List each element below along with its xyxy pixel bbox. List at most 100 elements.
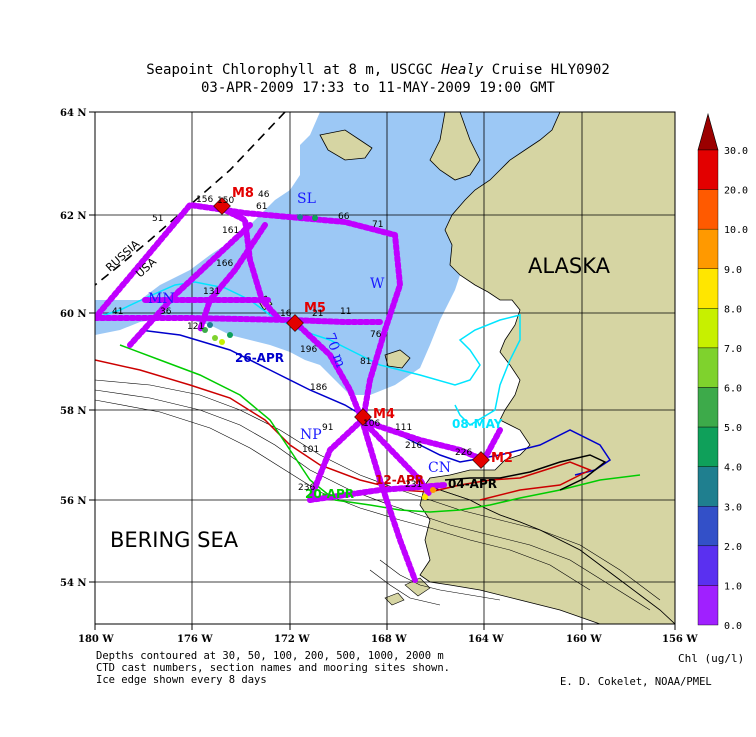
colorbar-tick-label: 3.0 xyxy=(724,502,742,513)
ice-date-label: 20-APR xyxy=(305,487,354,501)
international-boundary xyxy=(95,112,286,286)
lat-label: 62 N xyxy=(60,211,87,222)
lon-label: 156 W xyxy=(662,634,698,645)
sea-ice-inner-white xyxy=(295,112,320,150)
colorbar-label: Chl (ug/l) xyxy=(678,652,744,665)
cast-number: 121 xyxy=(187,322,204,332)
colorbar-swatch xyxy=(697,426,719,467)
st-lawrence-island xyxy=(319,129,373,161)
lon-label: 168 W xyxy=(371,634,407,645)
colorbar-swatch xyxy=(697,506,719,547)
lon-label: 180 W xyxy=(78,634,114,645)
ice-date-label: 12-APR xyxy=(375,473,424,487)
region-label-alaska: ALASKA xyxy=(528,254,611,278)
colorbar-tick-label: 8.0 xyxy=(724,304,742,315)
footer-credit: E. D. Cokelet, NOAA/PMEL xyxy=(560,676,712,688)
mooring-m2-marker xyxy=(472,451,490,469)
cast-number: 91 xyxy=(322,423,333,433)
cast-number: 11 xyxy=(340,307,351,317)
chart-title-line1: Seapoint Chlorophyll at 8 m, USCGC Healy… xyxy=(0,62,756,78)
lon-label: 164 W xyxy=(468,634,504,645)
mooring-m4-marker xyxy=(354,408,372,426)
colorbar-tick-label: 0.0 xyxy=(724,621,742,632)
cast-number: 51 xyxy=(152,214,163,224)
cast-number: 106 xyxy=(363,419,380,429)
cast-number: 111 xyxy=(395,423,412,433)
cast-number: 186 xyxy=(310,383,327,393)
colorbar-swatch xyxy=(697,149,719,190)
cast-number: 231 xyxy=(405,480,422,490)
cast-number: 41 xyxy=(112,307,123,317)
axis-labels: 180 W 176 W 172 W 168 W 164 W 160 W 156 … xyxy=(60,108,698,645)
cast-number: 166 xyxy=(216,259,233,269)
footer-note-2: CTD cast numbers, section names and moor… xyxy=(96,662,451,674)
cast-number: 226 xyxy=(455,448,472,458)
mooring-label: M2 xyxy=(491,451,513,466)
ice-date-label: 04-APR xyxy=(448,477,497,491)
cast-number: 61 xyxy=(256,202,267,212)
mooring-labels: M8 M5 M4 M2 xyxy=(232,186,513,466)
colorbar-swatch xyxy=(697,387,719,428)
cast-number: 150 xyxy=(217,196,234,206)
colorbar-tick-label: 10.0 xyxy=(724,225,748,236)
colorbar-swatch xyxy=(697,268,719,309)
cast-number: 216 xyxy=(405,441,422,451)
axis-ticks xyxy=(89,111,676,630)
cast-number: 161 xyxy=(222,226,239,236)
colorbar-tick-label: 4.0 xyxy=(724,463,742,474)
cast-number: 236 xyxy=(298,483,315,493)
lon-label: 172 W xyxy=(274,634,310,645)
colorbar-swatch xyxy=(697,545,719,586)
mooring-m5-marker xyxy=(286,314,304,332)
cast-number: 196 xyxy=(300,345,317,355)
colorbar-tick-label: 5.0 xyxy=(724,423,742,434)
cast-number: 101 xyxy=(302,445,319,455)
section-label: W xyxy=(370,276,385,292)
ice-date-labels: 26-APR 04-APR 08-MAY 12-APR 20-APR xyxy=(235,351,503,501)
mooring-markers xyxy=(213,197,490,469)
cast-number: 21 xyxy=(312,309,323,319)
section-label: MN xyxy=(148,291,175,307)
colorbar-swatch xyxy=(697,347,719,388)
map-frame xyxy=(94,111,676,625)
ice-date-label: 26-APR xyxy=(235,351,284,365)
footer-note-3: Ice edge shown every 8 days xyxy=(96,674,267,686)
chlorophyll-high-points xyxy=(202,214,436,500)
section-label: NP xyxy=(300,427,322,443)
colorbar-swatch xyxy=(697,466,719,507)
footer-note-1: Depths contoured at 30, 50, 100, 200, 50… xyxy=(96,650,444,662)
cast-number: 71 xyxy=(372,220,383,230)
title-ship-name: Healy xyxy=(441,62,484,78)
chart-title-line2: 03-APR-2009 17:33 to 11-MAY-2009 19:00 G… xyxy=(200,80,555,96)
section-label: CN xyxy=(428,460,451,476)
seward-peninsula xyxy=(429,112,481,181)
colorbar-swatch xyxy=(697,585,719,626)
cast-numbers: 156 150 46 51 61 66 71 161 166 131 121 1… xyxy=(112,190,472,493)
colorbar-swatch xyxy=(697,189,719,230)
colorbar-tick-label: 20.0 xyxy=(724,186,748,197)
colorbar-tick-label: 7.0 xyxy=(724,344,742,355)
colorbar-tick-label: 2.0 xyxy=(724,542,742,553)
title-suffix: Cruise HLY0902 xyxy=(483,62,610,78)
cast-number: 66 xyxy=(338,212,350,222)
cast-number: 16 xyxy=(280,309,292,319)
cast-number: 46 xyxy=(258,190,270,200)
colorbar: 30.0 20.0 10.0 9.0 8.0 7.0 6.0 5.0 4.0 3.0 2.0 1.0 0… xyxy=(697,112,748,632)
cast-number: 156 xyxy=(196,195,213,205)
lon-label: 176 W xyxy=(177,634,213,645)
cast-number: 81 xyxy=(360,357,371,367)
mooring-label: M4 xyxy=(373,407,395,422)
lat-label: 64 N xyxy=(60,108,87,119)
colorbar-swatch xyxy=(697,308,719,349)
mooring-label: M5 xyxy=(304,301,326,316)
colorbar-overflow-triangle xyxy=(697,112,719,151)
lat-label: 54 N xyxy=(60,578,87,589)
colorbar-tick-label: 30.0 xyxy=(724,146,748,157)
ice-date-label: 08-MAY xyxy=(452,417,503,431)
graticule xyxy=(95,112,675,624)
lat-label: 60 N xyxy=(60,309,87,320)
mooring-m8-marker xyxy=(213,197,231,215)
nunivak-island xyxy=(384,349,411,369)
title-prefix: Seapoint Chlorophyll at 8 m, USCGC xyxy=(146,62,442,78)
